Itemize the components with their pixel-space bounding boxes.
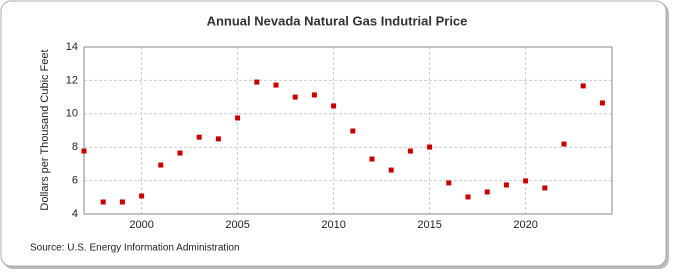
chart-title: Annual Nevada Natural Gas Indutrial Pric… bbox=[207, 13, 468, 28]
point bbox=[119, 199, 125, 205]
y-axis-label: Dollars per Thousand Cubic Feet bbox=[39, 49, 51, 210]
point bbox=[350, 128, 356, 134]
point bbox=[427, 144, 433, 150]
point bbox=[465, 194, 471, 200]
point bbox=[177, 150, 183, 156]
point bbox=[407, 148, 413, 154]
y-tick-label: 10 bbox=[66, 108, 78, 120]
y-tick-label: 12 bbox=[66, 74, 78, 86]
point bbox=[215, 136, 221, 142]
x-tick-label: 2005 bbox=[225, 219, 249, 231]
point bbox=[388, 167, 394, 173]
point bbox=[580, 83, 586, 89]
point bbox=[81, 148, 87, 154]
point bbox=[523, 178, 529, 184]
y-tick-label: 14 bbox=[66, 41, 78, 53]
y-tick-label: 6 bbox=[72, 175, 78, 187]
point bbox=[542, 185, 548, 191]
x-tick-label: 2020 bbox=[513, 219, 537, 231]
point bbox=[139, 193, 145, 199]
point bbox=[158, 162, 164, 168]
x-tick-label: 2015 bbox=[417, 219, 441, 231]
y-tick-label: 8 bbox=[72, 141, 78, 153]
point bbox=[599, 100, 605, 106]
point bbox=[273, 82, 279, 88]
point bbox=[561, 141, 567, 147]
point bbox=[503, 182, 509, 188]
y-tick-label: 4 bbox=[72, 208, 78, 220]
point bbox=[292, 94, 298, 100]
point bbox=[100, 199, 106, 205]
point bbox=[235, 115, 241, 121]
point bbox=[331, 103, 337, 109]
point bbox=[311, 92, 317, 98]
point bbox=[196, 134, 202, 140]
plot-border bbox=[83, 46, 613, 215]
source-note: Source: U.S. Energy Information Administ… bbox=[30, 243, 240, 254]
x-tick-label: 2010 bbox=[321, 219, 345, 231]
point bbox=[369, 156, 375, 162]
x-tick-label: 2000 bbox=[129, 219, 153, 231]
point bbox=[446, 180, 452, 186]
point bbox=[484, 189, 490, 195]
point bbox=[254, 79, 260, 85]
